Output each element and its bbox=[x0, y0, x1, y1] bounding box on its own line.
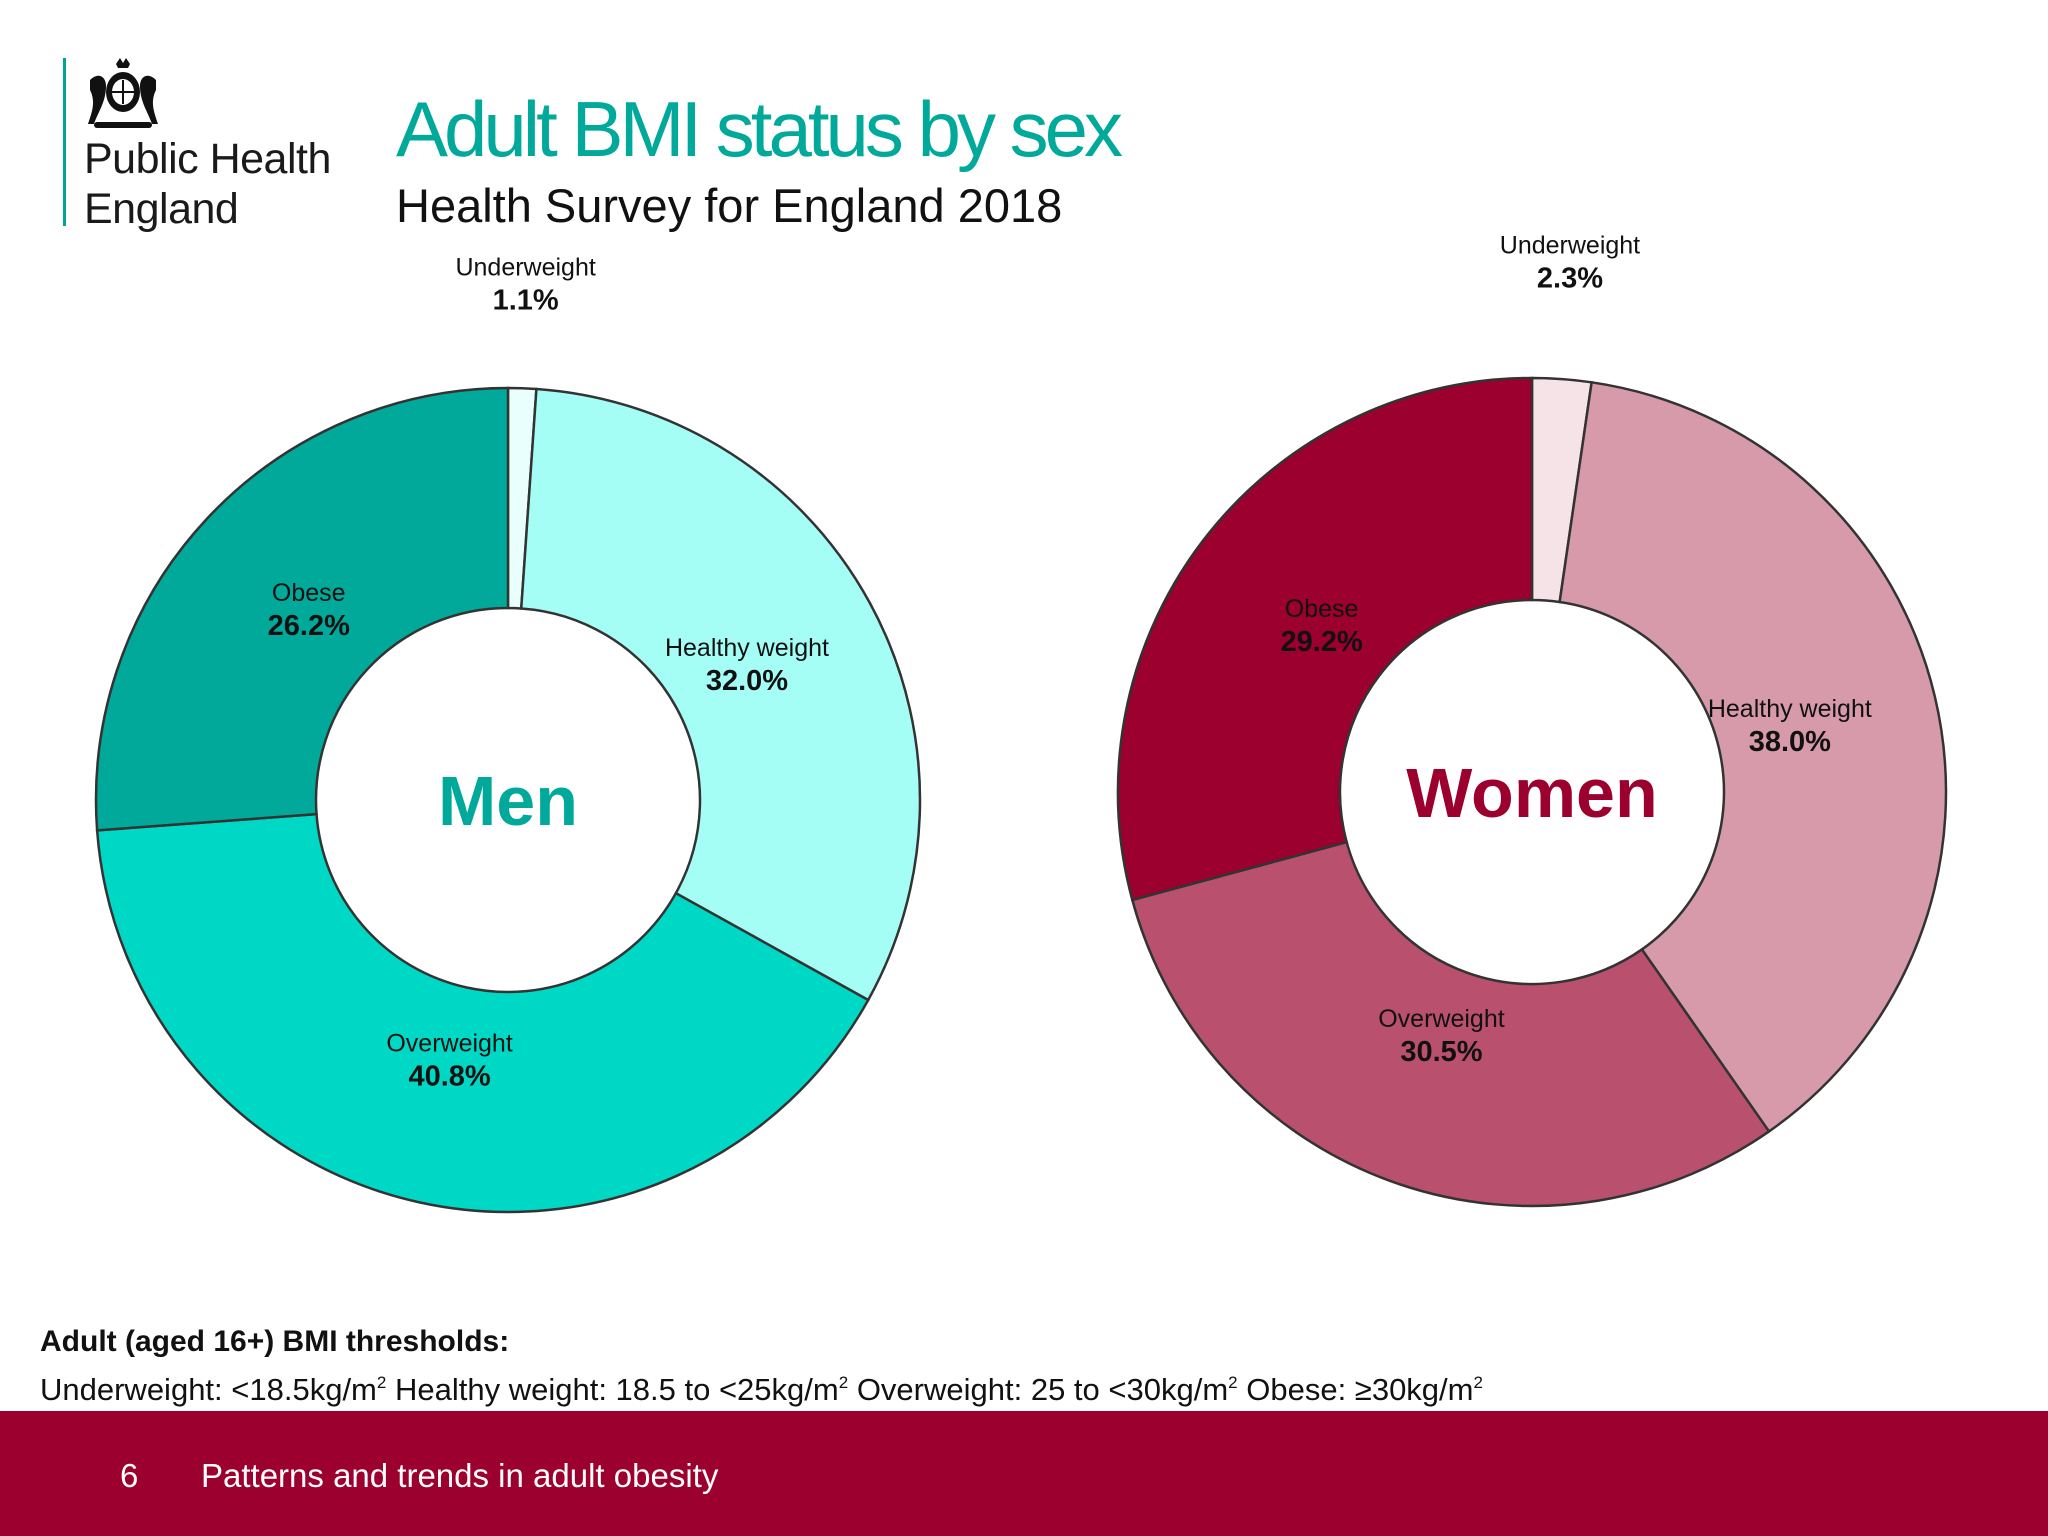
women-healthy-weight-slice bbox=[1558, 380, 1948, 1134]
threshold-underweight: Underweight: <18.5kg/m bbox=[40, 1372, 377, 1407]
page-title: Adult BMI status by sex bbox=[396, 85, 1123, 173]
men-overweight-label: Overweight bbox=[386, 1030, 512, 1058]
donut-charts: Underweight 1.1% Healthy weight 32.0% Overwe… bbox=[94, 232, 1948, 1214]
women-underweight-label: Underweight bbox=[1500, 232, 1640, 260]
men-healthy-weight-label: Healthy weight bbox=[665, 634, 829, 662]
bmi-thresholds: Adult (aged 16+) BMI thresholds: Underwe… bbox=[40, 1322, 1483, 1411]
men-overweight-value: 40.8% bbox=[408, 1061, 490, 1093]
footer-bar: 6 Patterns and trends in adult obesity bbox=[0, 1411, 2048, 1536]
women-center-label: Women bbox=[1406, 754, 1658, 832]
men-obese-slice bbox=[94, 386, 510, 832]
women-overweight-slice bbox=[1130, 840, 1771, 1208]
men-healthy-weight-value: 32.0% bbox=[706, 665, 788, 697]
thresholds-text: Underweight: <18.5kg/m2 Healthy weight: … bbox=[40, 1362, 1483, 1411]
women-obese-value: 29.2% bbox=[1281, 626, 1363, 658]
thresholds-title: Adult (aged 16+) BMI thresholds: bbox=[40, 1325, 510, 1358]
women-overweight-label: Overweight bbox=[1378, 1005, 1504, 1033]
men-obese-label: Obese bbox=[272, 579, 346, 607]
threshold-obese: Obese: ≥30kg/m bbox=[1246, 1372, 1474, 1407]
threshold-exponent: 2 bbox=[376, 1373, 387, 1392]
threshold-exponent: 2 bbox=[838, 1373, 849, 1392]
women-overweight-value: 30.5% bbox=[1400, 1036, 1482, 1068]
men-overweight-slice bbox=[95, 812, 870, 1214]
brand-line-1: Public Health bbox=[84, 135, 331, 183]
women-underweight-value: 2.3% bbox=[1537, 263, 1603, 295]
women-obese-label: Obese bbox=[1285, 595, 1359, 623]
brand-name: Public Health England bbox=[84, 134, 331, 234]
men-underweight-label: Underweight bbox=[455, 253, 595, 281]
threshold-overweight: Overweight: 25 to <30kg/m bbox=[856, 1372, 1229, 1407]
brand-bar bbox=[63, 58, 66, 226]
threshold-healthy: Healthy weight: 18.5 to <25kg/m bbox=[394, 1372, 839, 1407]
women-obese-slice bbox=[1116, 376, 1534, 902]
page-subtitle: Health Survey for England 2018 bbox=[396, 179, 1063, 232]
women-healthy-weight-value: 38.0% bbox=[1749, 726, 1831, 758]
threshold-exponent: 2 bbox=[1473, 1373, 1483, 1392]
men-healthy-weight-slice bbox=[519, 387, 922, 1002]
men-center-label: Men bbox=[438, 762, 578, 840]
footer-title: Patterns and trends in adult obesity bbox=[201, 1457, 719, 1494]
women-healthy-weight-label: Healthy weight bbox=[1708, 695, 1872, 723]
men-obese-value: 26.2% bbox=[268, 610, 350, 642]
men-underweight-value: 1.1% bbox=[493, 284, 559, 316]
threshold-exponent: 2 bbox=[1228, 1373, 1238, 1392]
footer-page-number: 6 bbox=[120, 1457, 139, 1494]
royal-crest-icon bbox=[88, 58, 158, 128]
brand-line-2: England bbox=[84, 185, 239, 233]
